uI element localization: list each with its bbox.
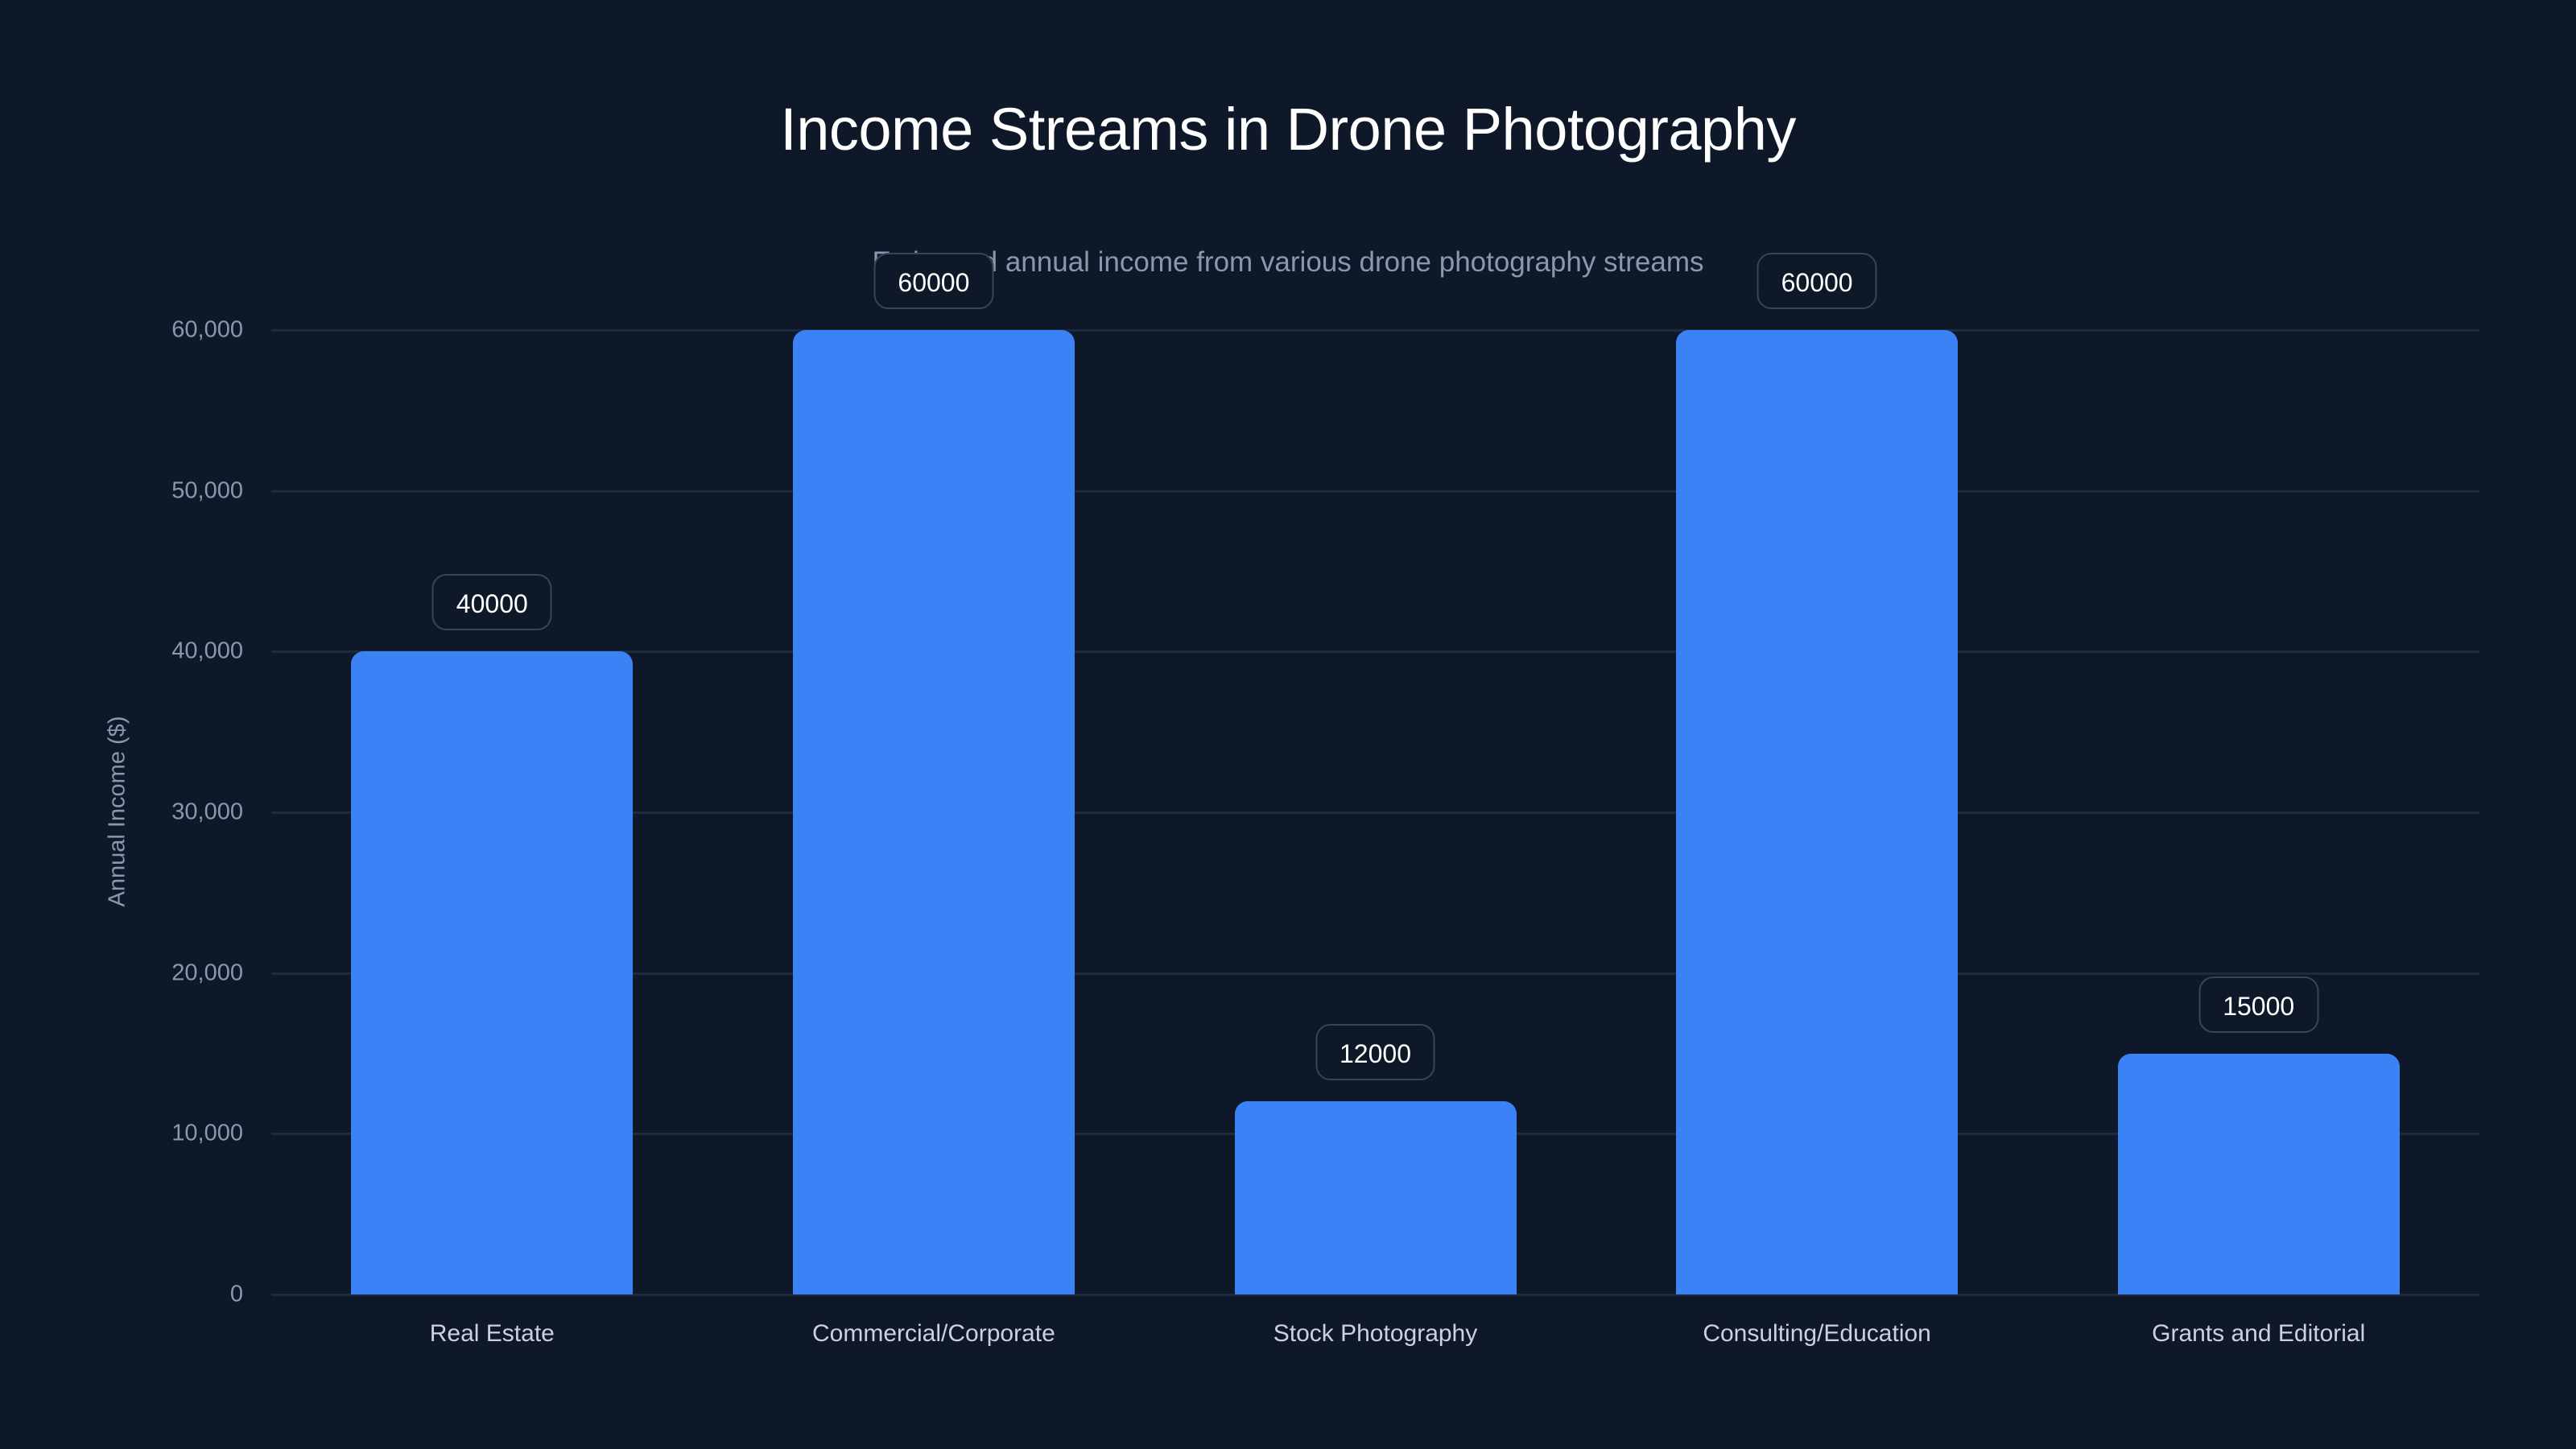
y-tick-label: 10,000 [171,1120,243,1146]
value-label: 60000 [873,253,994,309]
value-label: 60000 [1757,253,1877,309]
value-label: 15000 [2198,976,2319,1033]
gridline [271,650,2479,654]
x-tick-label: Commercial/Corporate [812,1320,1055,1347]
bar[interactable] [351,651,634,1294]
gridline [271,811,2479,814]
y-tick-label: 60,000 [171,316,243,343]
x-tick-label: Grants and Editorial [2152,1320,2366,1347]
bar[interactable] [792,330,1075,1294]
bar[interactable] [2117,1053,2400,1294]
x-tick-label: Consulting/Education [1703,1320,1931,1347]
y-tick-label: 30,000 [171,799,243,825]
chart-title: Income Streams in Drone Photography [780,96,1796,163]
plot-area [271,329,2479,1296]
chart-subtitle: Estimated annual income from various dro… [872,246,1704,278]
gridline [271,1294,2479,1296]
bar[interactable] [1234,1101,1517,1294]
gridline [271,489,2479,493]
x-tick-label: Real Estate [429,1320,555,1347]
y-tick-label: 40,000 [171,638,243,664]
y-tick-label: 0 [229,1281,243,1307]
bar[interactable] [1676,330,1959,1294]
y-tick-label: 50,000 [171,477,243,504]
y-tick-label: 20,000 [171,960,243,986]
x-tick-label: Stock Photography [1273,1320,1478,1347]
gridline [271,972,2479,975]
value-label: 12000 [1315,1024,1435,1081]
value-label: 40000 [431,574,552,631]
gridline [271,329,2479,332]
